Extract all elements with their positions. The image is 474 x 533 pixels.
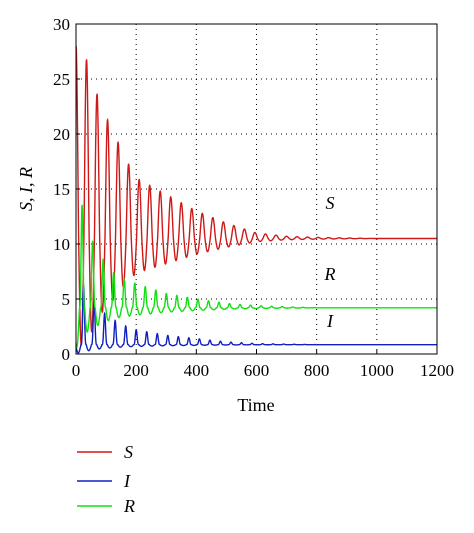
- y-tick-label: 0: [62, 345, 71, 364]
- legend-label-r: R: [123, 496, 135, 516]
- axis-ticks: 0 200 400 600 800 1000 1200 0 5 10 15 20 25 30: [53, 15, 454, 380]
- y-axis-title: S, I, R: [16, 167, 36, 211]
- x-tick-label: 800: [304, 361, 330, 380]
- y-tick-label: 30: [53, 15, 70, 34]
- x-tick-label: 200: [123, 361, 149, 380]
- legend-label-i: I: [123, 471, 131, 491]
- x-tick-label: 1200: [420, 361, 454, 380]
- x-tick-label: 1000: [360, 361, 394, 380]
- series-line-i: [75, 285, 437, 354]
- series-line-r: [75, 204, 437, 349]
- x-tick-label: 600: [244, 361, 270, 380]
- annotation-i: I: [326, 311, 334, 331]
- x-tick-label: 0: [72, 361, 81, 380]
- series-layer: [75, 45, 437, 354]
- y-tick-label: 5: [62, 290, 71, 309]
- legend: S I R: [77, 442, 135, 516]
- annotation-s: S: [326, 193, 335, 213]
- y-tick-label: 25: [53, 70, 70, 89]
- y-tick-label: 10: [53, 235, 70, 254]
- y-tick-label: 15: [53, 180, 70, 199]
- legend-label-s: S: [124, 442, 133, 462]
- y-tick-label: 20: [53, 125, 70, 144]
- x-axis-title: Time: [237, 395, 274, 415]
- x-tick-label: 400: [184, 361, 210, 380]
- series-line-s: [75, 45, 437, 347]
- annotation-r: R: [324, 264, 336, 284]
